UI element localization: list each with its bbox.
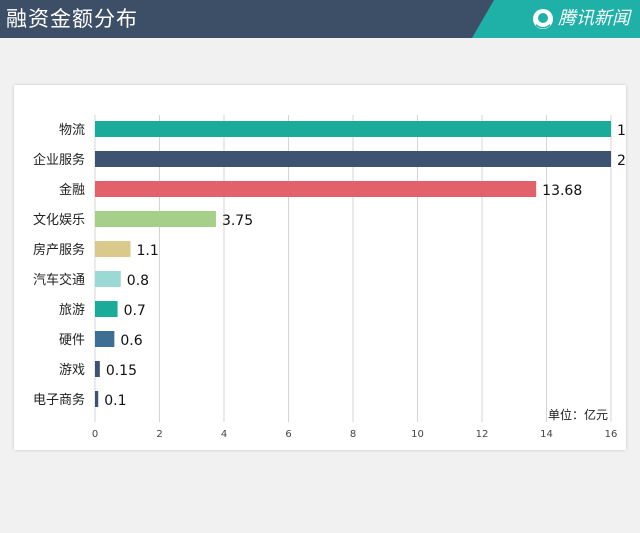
bar[interactable] bbox=[95, 241, 131, 257]
bar[interactable] bbox=[95, 271, 121, 287]
header-bar: 融资金额分布 腾讯新闻 bbox=[0, 0, 640, 38]
brand-band bbox=[472, 0, 640, 38]
category-label: 文化娱乐 bbox=[33, 213, 85, 228]
x-tick-label: 14 bbox=[540, 429, 553, 440]
category-label: 电子商务 bbox=[33, 392, 85, 408]
bar[interactable] bbox=[95, 361, 100, 377]
category-label: 金融 bbox=[59, 182, 85, 198]
category-label: 物流 bbox=[59, 123, 85, 138]
x-tick-label: 10 bbox=[411, 429, 424, 440]
tencent-news-logo-icon bbox=[533, 9, 553, 29]
bar[interactable] bbox=[95, 331, 115, 347]
x-tick-label: 0 bbox=[92, 429, 98, 440]
value-label: 0.15 bbox=[106, 363, 137, 379]
bar[interactable] bbox=[95, 151, 611, 167]
category-label: 硬件 bbox=[59, 333, 85, 348]
x-tick-label: 8 bbox=[350, 429, 356, 440]
value-label: 0.6 bbox=[120, 333, 142, 349]
bar[interactable] bbox=[95, 181, 537, 197]
value-label: 3.75 bbox=[222, 213, 253, 229]
value-label: 0.8 bbox=[127, 273, 149, 289]
bar[interactable] bbox=[95, 301, 118, 317]
category-label: 游戏 bbox=[59, 363, 85, 378]
value-label: 0.1 bbox=[104, 393, 126, 409]
page-title: 融资金额分布 bbox=[6, 7, 138, 31]
chart-card: 0 2 4 6 8 10 12 14 16 物流 158.32 企业服务 28.61 金融 13.68 文化娱… bbox=[14, 85, 626, 450]
x-tick-label: 6 bbox=[285, 429, 291, 440]
x-tick-label: 4 bbox=[221, 429, 227, 440]
category-label: 房产服务 bbox=[33, 242, 85, 258]
brand-name: 腾讯新闻 bbox=[558, 8, 630, 29]
bar[interactable] bbox=[95, 211, 216, 227]
value-label: 1.1 bbox=[136, 243, 158, 259]
category-label: 汽车交通 bbox=[33, 272, 85, 288]
value-label: 28.61 bbox=[617, 153, 626, 169]
x-tick-label: 12 bbox=[476, 429, 489, 440]
bar[interactable] bbox=[95, 121, 611, 137]
category-label: 企业服务 bbox=[33, 152, 85, 168]
value-label: 0.7 bbox=[124, 303, 146, 319]
bar-chart: 0 2 4 6 8 10 12 14 16 物流 158.32 企业服务 28.61 金融 13.68 文化娱… bbox=[33, 115, 626, 440]
value-label: 13.68 bbox=[542, 183, 582, 199]
category-label: 旅游 bbox=[59, 303, 85, 318]
x-tick-label: 2 bbox=[156, 429, 162, 440]
unit-label: 单位：亿元 bbox=[548, 407, 608, 422]
x-tick-label: 16 bbox=[605, 429, 618, 440]
value-label: 158.32 bbox=[617, 123, 626, 139]
brand[interactable]: 腾讯新闻 bbox=[532, 6, 630, 32]
bar[interactable] bbox=[95, 391, 99, 407]
